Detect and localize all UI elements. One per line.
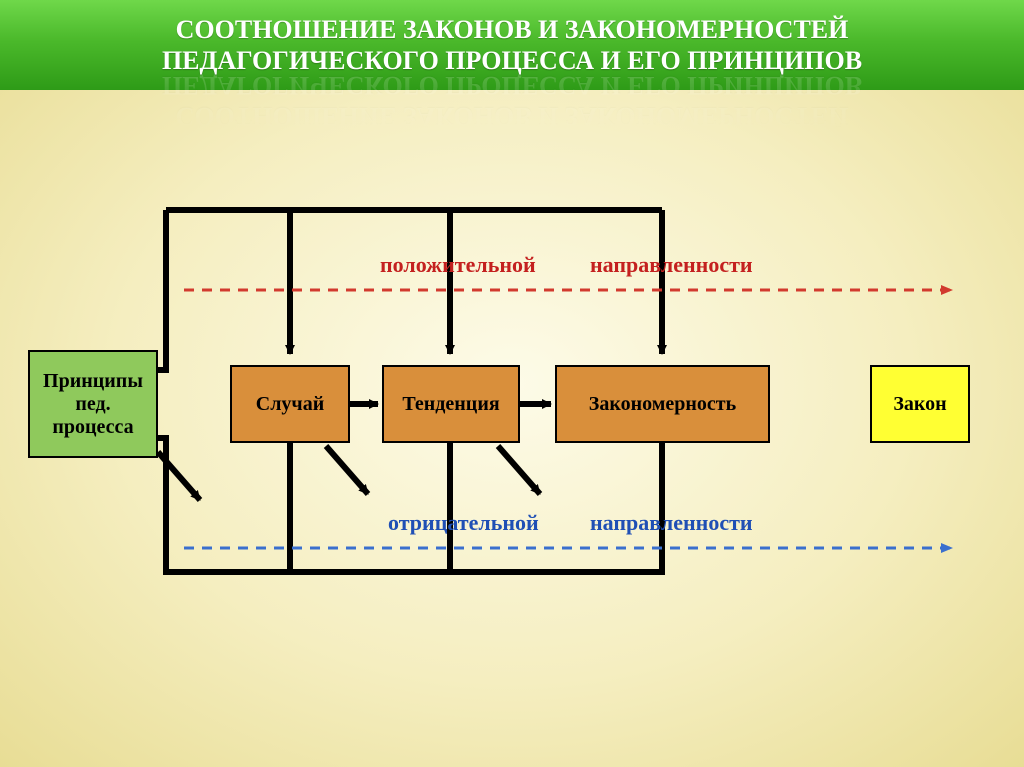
node-principles: Принципы пед. процесса [28, 350, 158, 458]
node-case-label: Случай [256, 393, 324, 416]
title-text: СООТНОШЕНИЕ ЗАКОНОВ И ЗАКОНОМЕРНОСТЕЙ ПЕ… [162, 14, 862, 76]
title-line-1: СООТНОШЕНИЕ ЗАКОНОВ И ЗАКОНОМЕРНОСТЕЙ [176, 15, 849, 44]
label-negative-1: отрицательной [388, 510, 539, 536]
node-tendency-label: Тенденция [402, 393, 499, 416]
node-regularity-label: Закономерность [589, 393, 736, 416]
title-line-2: ПЕДАГОГИЧЕСКОГО ПРОЦЕССА И ЕГО ПРИНЦИПОВ [162, 46, 862, 75]
node-principles-label: Принципы пед. процесса [43, 370, 143, 439]
label-negative-2: направленности [590, 510, 753, 536]
node-tendency: Тенденция [382, 365, 520, 443]
node-law-label: Закон [893, 393, 946, 416]
title-banner: СООТНОШЕНИЕ ЗАКОНОВ И ЗАКОНОМЕРНОСТЕЙ ПЕ… [0, 0, 1024, 90]
node-regularity: Закономерность [555, 365, 770, 443]
node-law: Закон [870, 365, 970, 443]
node-case: Случай [230, 365, 350, 443]
label-positive-1: положительной [380, 252, 536, 278]
label-positive-2: направленности [590, 252, 753, 278]
